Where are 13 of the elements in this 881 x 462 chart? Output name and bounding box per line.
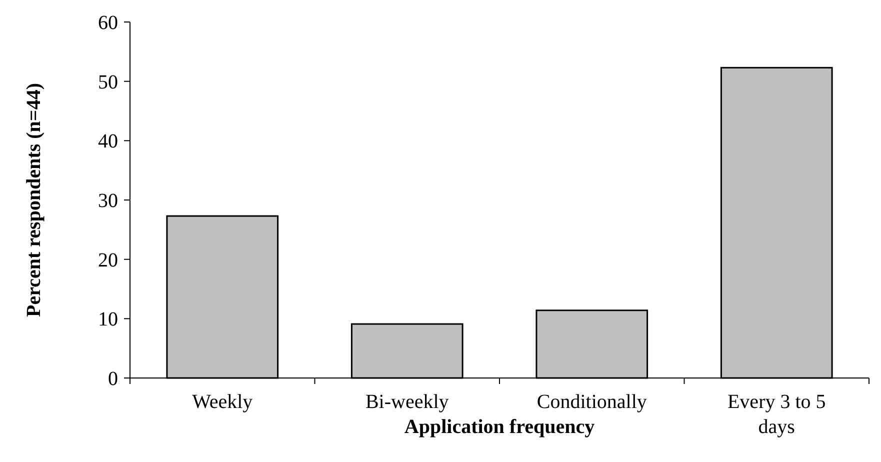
y-axis-title: Percent respondents (n=44) bbox=[23, 83, 45, 317]
y-tick-label: 0 bbox=[108, 368, 118, 390]
y-tick-label: 10 bbox=[98, 308, 118, 331]
x-axis-title: Application frequency bbox=[404, 416, 595, 438]
y-tick-label: 50 bbox=[98, 71, 118, 94]
y-tick-label: 20 bbox=[98, 249, 118, 272]
x-tick-label: Weekly bbox=[192, 391, 253, 413]
y-tick-label: 30 bbox=[98, 190, 118, 212]
x-tick-label: Every 3 to 5 days bbox=[727, 391, 826, 438]
x-tick-label: Bi-weekly bbox=[365, 391, 449, 413]
y-tick-label: 60 bbox=[98, 12, 118, 34]
y-tick-label: 40 bbox=[98, 130, 118, 153]
x-tick-label: Conditionally bbox=[536, 391, 647, 413]
